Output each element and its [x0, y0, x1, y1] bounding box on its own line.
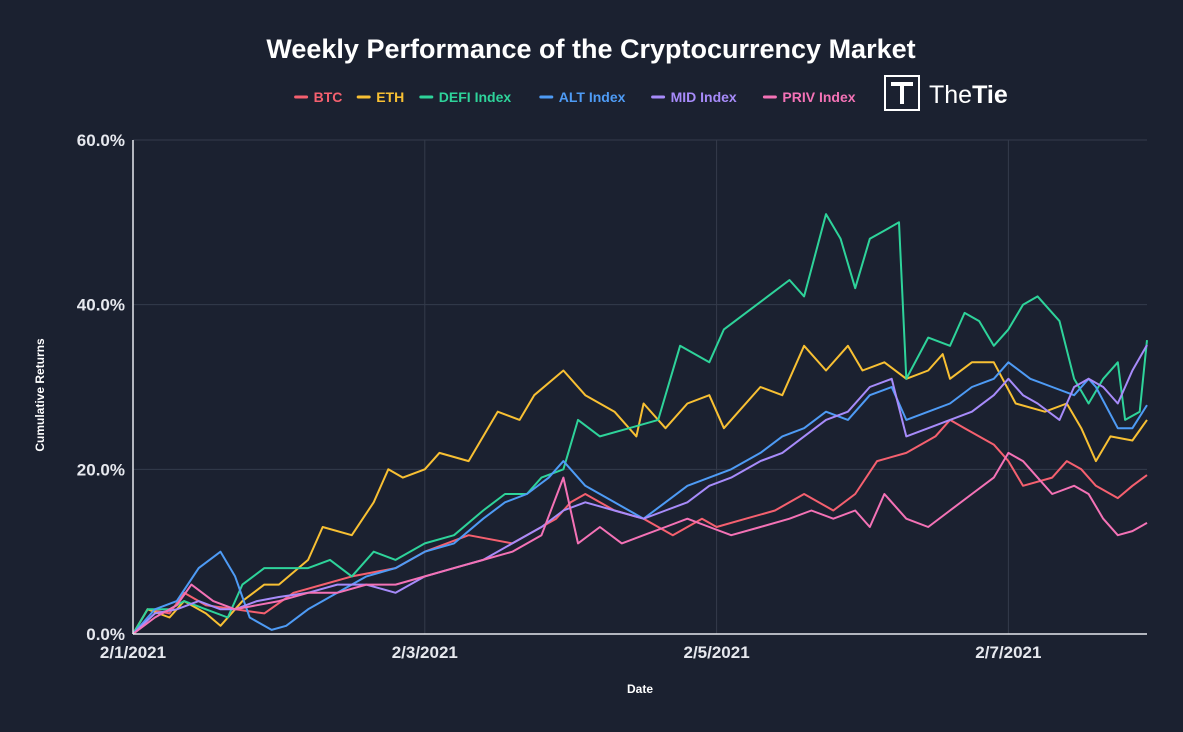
- series-line-btc: [132, 418, 1148, 635]
- series-line-defi-index: [132, 213, 1148, 635]
- series-lines: [132, 213, 1148, 635]
- y-tick-label-0: 0.0%: [86, 625, 125, 644]
- series-line-eth: [132, 344, 1148, 635]
- x-axis-label: Date: [627, 682, 653, 696]
- series-line-mid-index: [132, 344, 1148, 635]
- x-tick-label-3: 2/7/2021: [975, 643, 1041, 662]
- legend-item-btc[interactable]: BTC: [314, 89, 343, 105]
- legend-item-mid-index[interactable]: MID Index: [671, 89, 737, 105]
- y-tick-labels: 0.0% 20.0% 40.0% 60.0%: [77, 131, 125, 644]
- x-tick-label-1: 2/3/2021: [392, 643, 458, 662]
- x-tick-label-0: 2/1/2021: [100, 643, 166, 662]
- series-line-priv-index: [132, 451, 1148, 635]
- brand-the: The: [929, 81, 972, 109]
- chart-title: Weekly Performance of the Cryptocurrency…: [266, 34, 915, 64]
- series-line-alt-index: [132, 361, 1148, 635]
- thetie-logo-bar-icon: [891, 82, 913, 86]
- y-tick-label-2: 40.0%: [77, 296, 125, 315]
- axes: [132, 140, 1147, 635]
- thetie-logo: TheTie: [884, 75, 1008, 111]
- y-tick-label-3: 60.0%: [77, 131, 125, 150]
- thetie-logo-frame-icon: [884, 75, 920, 111]
- legend-item-defi-index[interactable]: DEFI Index: [439, 89, 512, 105]
- legend-item-alt-index[interactable]: ALT Index: [559, 89, 626, 105]
- brand-tie: Tie: [972, 81, 1008, 109]
- grid: [132, 139, 1147, 634]
- y-axis-label: Cumulative Returns: [33, 338, 47, 452]
- x-tick-labels: 2/1/2021 2/3/2021 2/5/2021 2/7/2021: [100, 643, 1042, 662]
- legend: BTC ETH DEFI Index ALT Index MID Index PRIV I…: [294, 89, 856, 105]
- thetie-logo-stem-icon: [900, 86, 904, 104]
- x-tick-label-2: 2/5/2021: [684, 643, 750, 662]
- legend-item-eth[interactable]: ETH: [376, 89, 404, 105]
- legend-item-priv-index[interactable]: PRIV Index: [782, 89, 855, 105]
- svg-text:TheTie: TheTie: [929, 81, 1008, 109]
- y-tick-label-1: 20.0%: [77, 460, 125, 479]
